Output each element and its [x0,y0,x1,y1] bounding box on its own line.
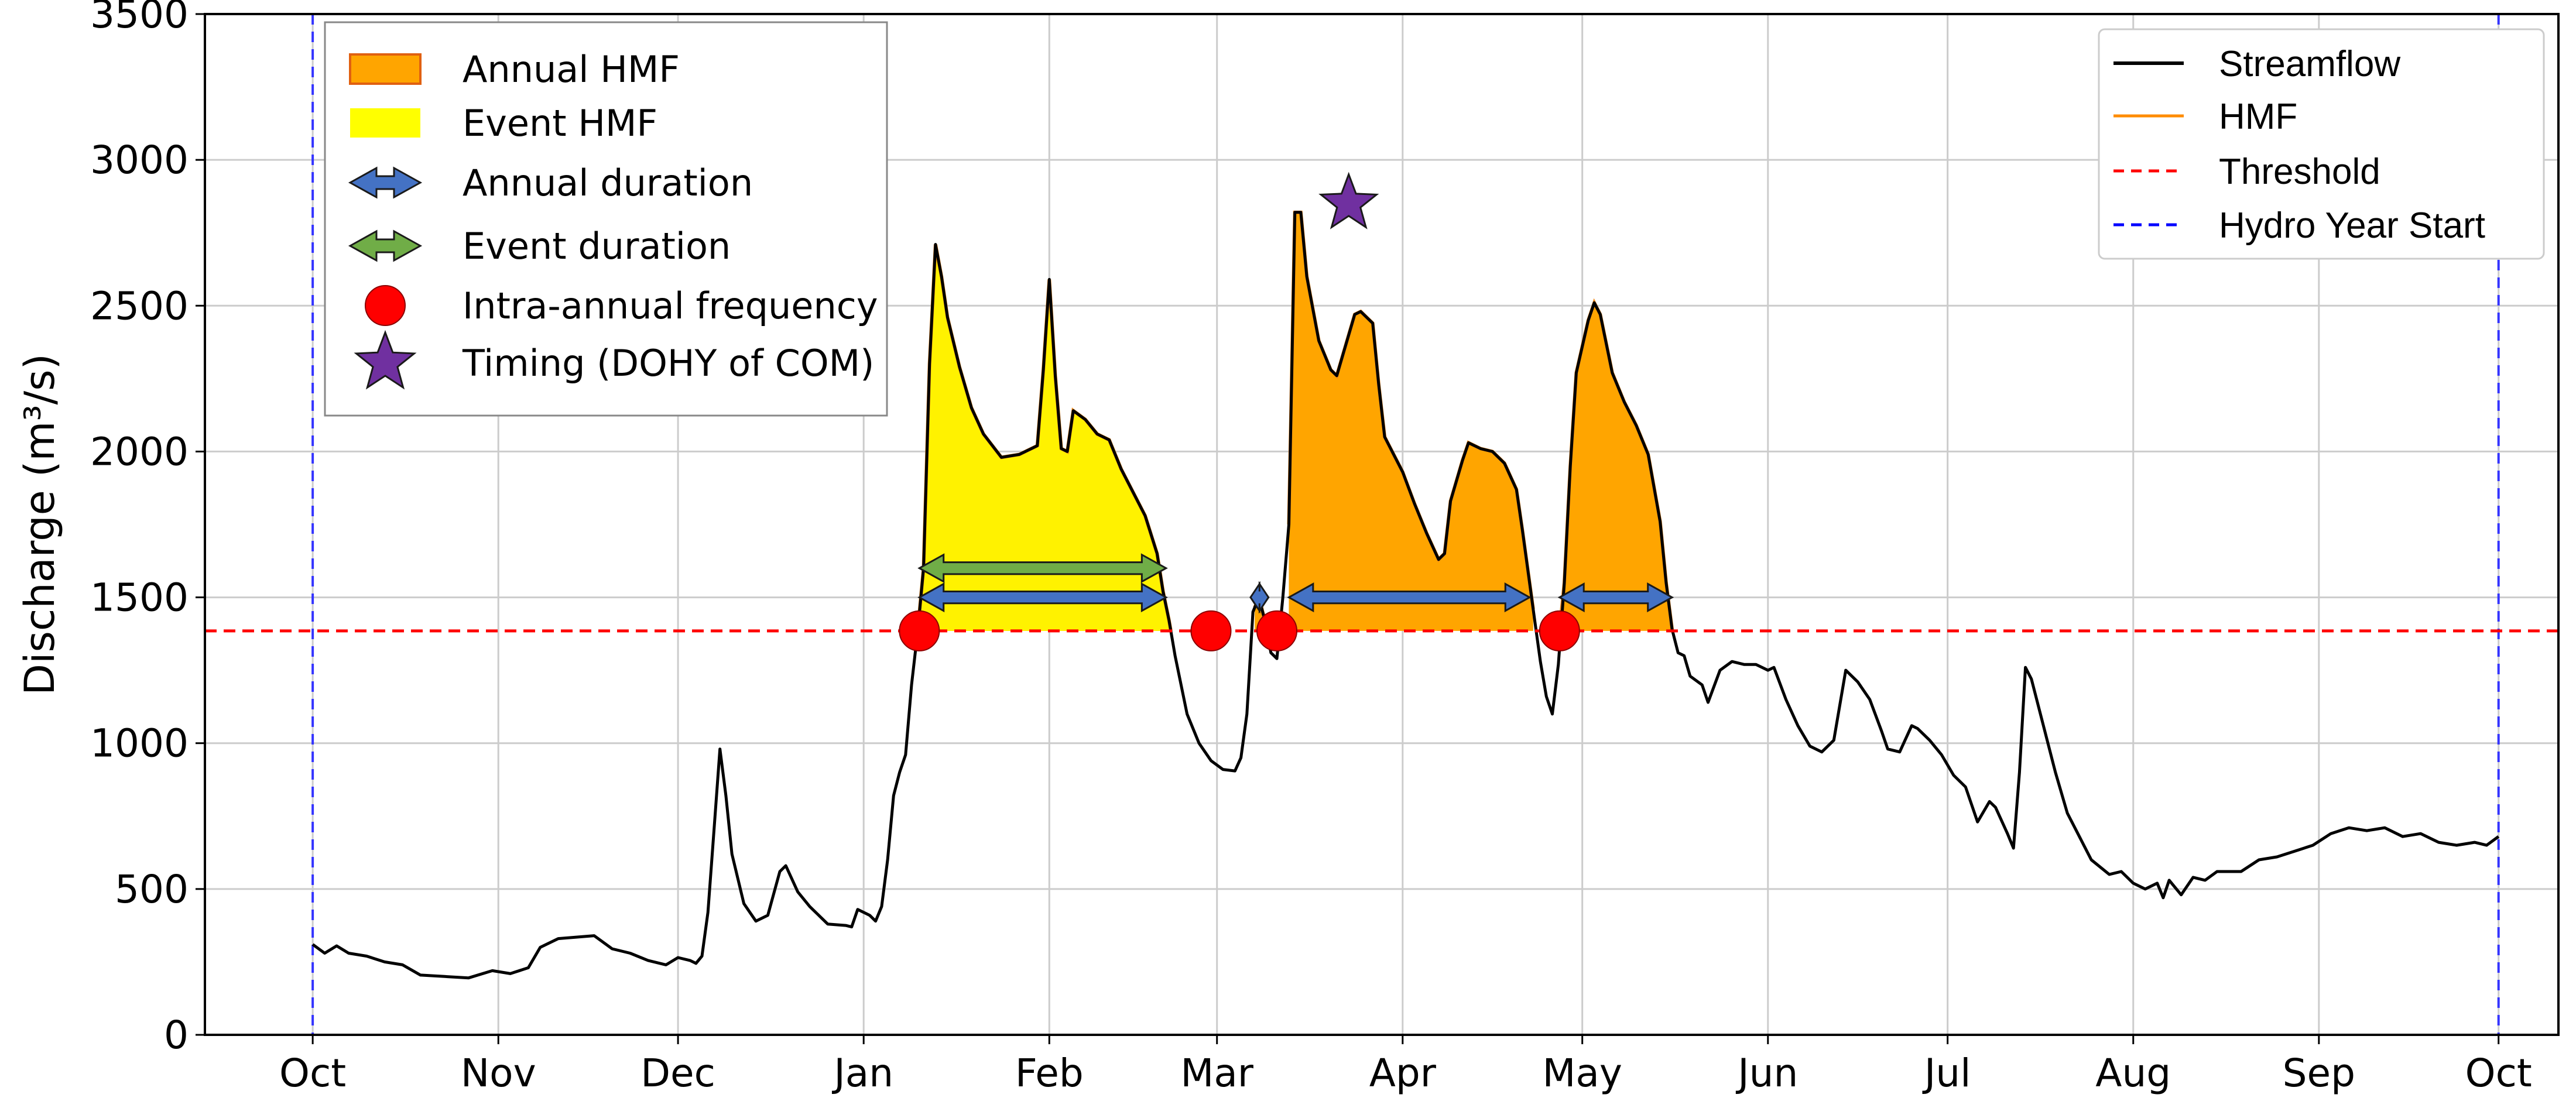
data-markers [899,171,1674,651]
annual-hmf-area [1559,303,1673,631]
event-duration-arrow [917,553,1168,584]
y-tick-label: 2000 [90,429,189,474]
x-tick-label: Oct [2465,1051,2532,1096]
legend-frequency-marker [365,285,406,326]
intra-annual-frequency-marker [899,610,940,651]
x-tick-label: Oct [279,1051,346,1096]
annual-hmf-area [1289,212,1533,631]
y-tick-label: 500 [115,867,189,912]
legend-left-label: Timing (DOHY of COM) [462,342,874,385]
intra-annual-frequency-marker [1256,610,1297,651]
legend-annual-duration-arrow [348,166,423,199]
x-tick-label: Mar [1180,1051,1253,1096]
y-tick-label: 1000 [90,721,189,766]
legend-left-label: Intra-annual frequency [463,284,878,327]
y-tick-label: 3500 [90,0,189,37]
timing-com-star [1318,171,1379,229]
intra-annual-frequency-marker [1190,610,1232,651]
legend-right: Streamflow HMF Threshold Hydro Year Start [2098,28,2545,260]
legend-timing-star [354,330,417,390]
data-lines [205,14,2558,1035]
legend-right-label: Hydro Year Start [2219,205,2485,246]
intra-annual-frequency-marker [1539,610,1580,651]
x-tick-label: Nov [461,1051,536,1096]
x-tick-label: Jul [1922,1051,1971,1096]
annual-duration-arrow [917,582,1168,613]
x-tick-label: Jan [831,1051,893,1096]
legend-right-label: HMF [2219,97,2297,137]
legend-left-label: Event duration [463,225,731,267]
axes: 0 500 1000 1500 2000 2500 3000 3500 Oct Nov Dec Jan… [90,0,2532,1096]
legend-left-label: Event HMF [463,102,657,145]
x-tick-label: Apr [1369,1051,1437,1096]
legend-right-box [2098,28,2545,260]
legend-left-label: Annual HMF [463,48,680,91]
event-hmf-area [919,244,1171,631]
x-tick-label: May [1542,1051,1622,1096]
y-axis-label: Discharge (m³/s) [16,354,64,695]
annual-duration-arrow [1249,581,1270,614]
x-tick-label: Jun [1735,1051,1798,1096]
streamflow-line [311,211,2500,980]
x-tick-label: Dec [640,1051,715,1096]
legend-left-box [324,21,888,417]
y-tick-label: 3000 [90,138,189,183]
legend-left: Annual HMF Event HMF Annual duration Event … [324,21,888,417]
plot-frame [204,13,2560,1036]
annual-duration-arrow [1557,582,1674,613]
y-tick-label: 2500 [90,283,189,328]
x-tick-label: Feb [1015,1051,1084,1096]
legend-annual-hmf-swatch [349,53,422,85]
hmf-areas [919,212,1673,631]
x-tick-label: Aug [2095,1051,2171,1096]
x-tick-label: Sep [2283,1051,2355,1096]
y-tick-label: 0 [164,1013,189,1058]
legend-left-label: Annual duration [463,162,753,204]
legend-event-hmf-swatch [350,108,420,138]
legend-right-label: Streamflow [2219,44,2400,84]
y-tick-label: 1500 [90,575,189,620]
annual-duration-arrow [1287,582,1532,613]
legend-event-duration-arrow [348,229,423,262]
legend-right-label: Threshold [2219,152,2380,192]
